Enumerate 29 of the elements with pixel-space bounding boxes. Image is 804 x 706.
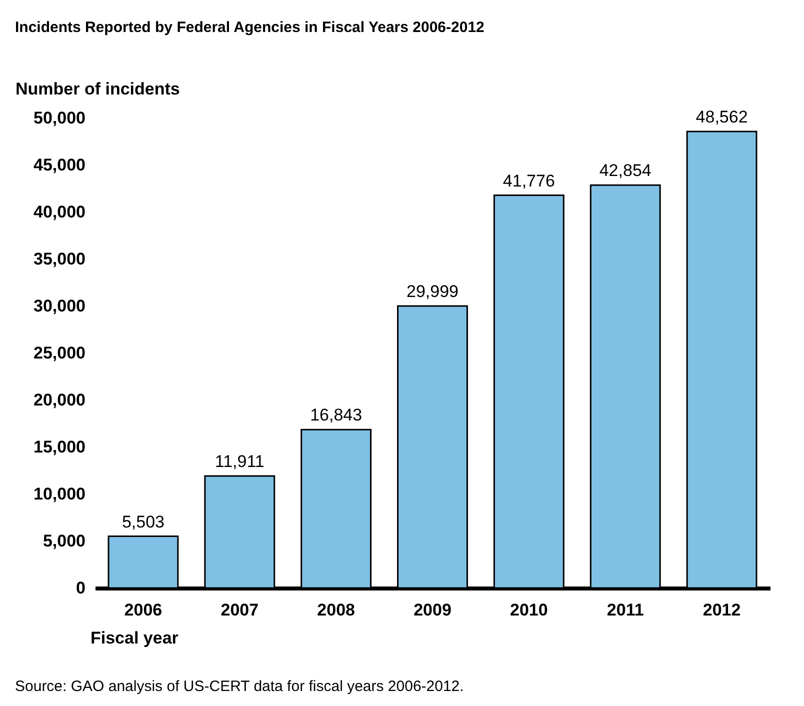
data-label: 5,503	[122, 512, 164, 532]
chart-title: Incidents Reported by Federal Agencies in Fiscal Years 2006-2012	[15, 19, 484, 36]
y-tick-label: 20,000	[34, 390, 86, 410]
source-note: Source: GAO analysis of US-CERT data for fiscal years 2006-2012.	[15, 678, 464, 695]
y-tick-label: 10,000	[34, 484, 86, 504]
data-label: 11,911	[214, 452, 264, 472]
x-tick-label: 2012	[702, 600, 741, 620]
x-tick-label: 2006	[124, 600, 162, 620]
x-tick-label: 2010	[510, 600, 548, 620]
x-tick-label: 2009	[414, 600, 452, 620]
y-tick-label: 15,000	[34, 438, 86, 456]
x-tick-label: 2007	[220, 600, 259, 620]
data-label: 29,999	[406, 282, 458, 302]
data-label: 41,776	[502, 171, 555, 190]
y-tick-label: 40,000	[34, 202, 86, 222]
y-tick-label: 0	[76, 578, 86, 598]
y-tick-label: 30,000	[34, 296, 86, 316]
data-label: 42,854	[599, 161, 652, 180]
y-tick-label: 35,000	[34, 250, 86, 268]
x-tick-label: 2011	[606, 600, 644, 620]
x-tick-label: 2008	[317, 600, 355, 620]
data-label: 48,562	[696, 108, 748, 127]
y-axis-title: Number of incidents	[16, 80, 180, 98]
data-label: 16,843	[310, 406, 362, 425]
y-tick-label: 45,000	[34, 156, 86, 174]
x-axis-title: Fiscal year	[90, 628, 179, 648]
y-tick-label: 5,000	[42, 532, 86, 550]
y-tick-label: 50,000	[34, 108, 86, 128]
y-tick-label: 25,000	[34, 344, 86, 362]
